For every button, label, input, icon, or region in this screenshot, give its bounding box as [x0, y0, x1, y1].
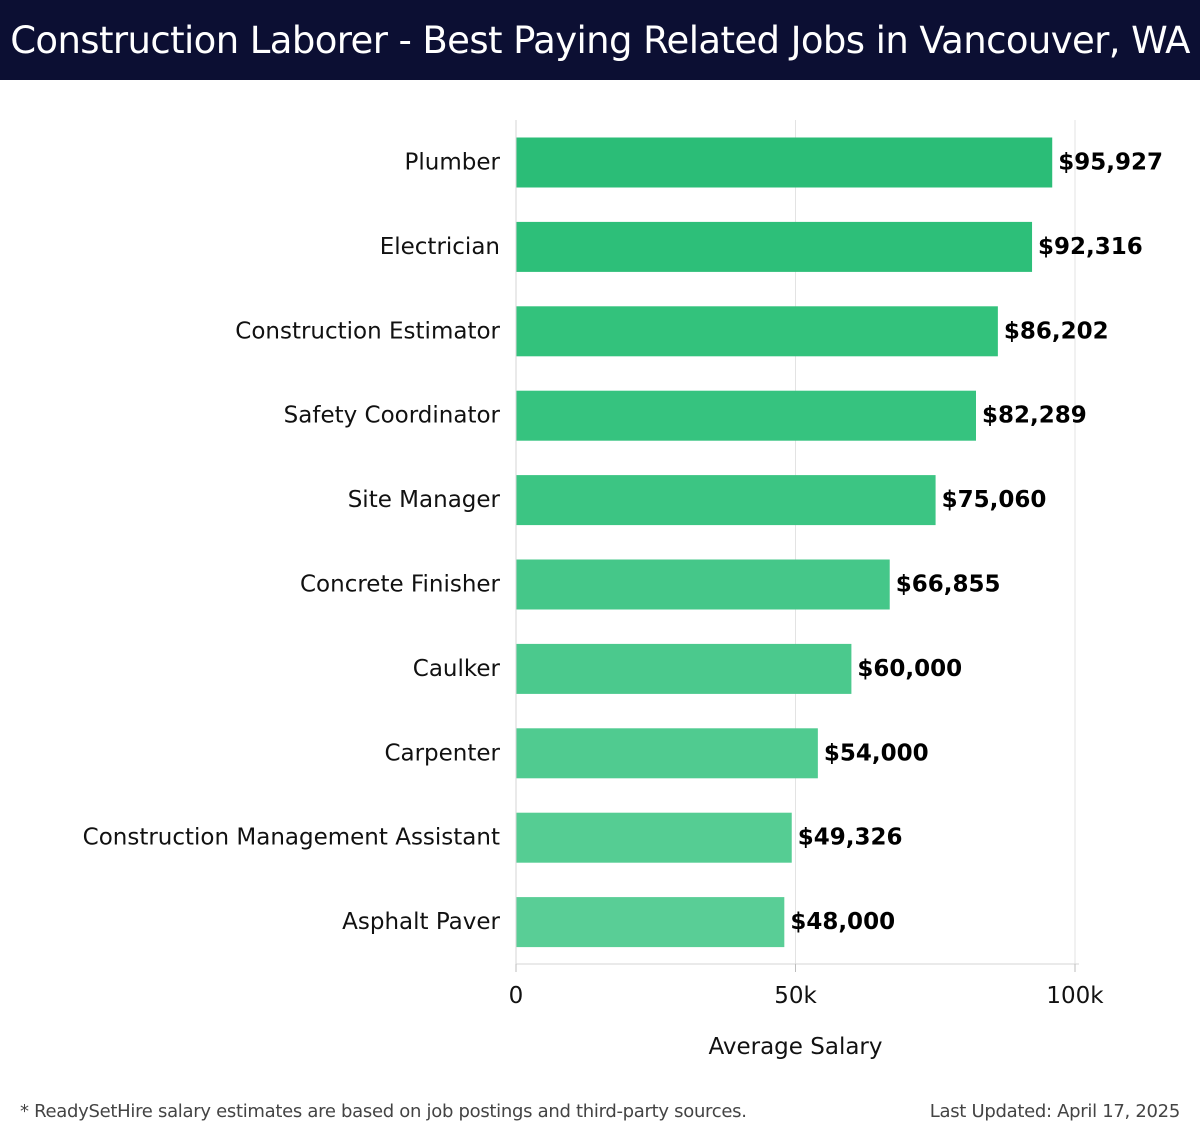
bar: [516, 728, 818, 779]
value-label: $95,927: [1058, 150, 1163, 176]
bar: [516, 390, 976, 441]
footer-note: * ReadySetHire salary estimates are base…: [20, 1101, 747, 1122]
last-updated: Last Updated: April 17, 2025: [929, 1101, 1181, 1122]
value-label: $49,326: [798, 825, 903, 851]
category-label: Electrician: [380, 234, 500, 260]
value-label: $75,060: [942, 487, 1047, 513]
bar: [516, 475, 936, 526]
category-label: Safety Coordinator: [284, 403, 501, 429]
x-axis-title: Average Salary: [708, 1034, 882, 1060]
category-label: Concrete Finisher: [300, 572, 501, 598]
value-label: $60,000: [857, 656, 962, 682]
bar: [516, 897, 785, 948]
category-label: Caulker: [413, 656, 501, 682]
x-tick-label: 100k: [1046, 983, 1104, 1009]
bar: [516, 306, 998, 357]
value-label: $66,855: [896, 572, 1001, 598]
category-label: Carpenter: [384, 740, 500, 766]
category-label: Asphalt Paver: [342, 909, 500, 935]
value-label: $48,000: [790, 909, 895, 935]
value-label: $54,000: [824, 740, 929, 766]
chart-header: Construction Laborer - Best Paying Relat…: [0, 0, 1200, 80]
x-tick-label: 0: [509, 983, 524, 1009]
value-label: $86,202: [1004, 318, 1109, 344]
bar: [516, 559, 890, 610]
category-label: Plumber: [405, 150, 501, 176]
bar: [516, 643, 852, 694]
bar: [516, 137, 1053, 188]
bar-chart: Plumber $95,927 Electrician $92,316 Construc…: [83, 120, 1163, 1060]
value-label: $82,289: [982, 403, 1087, 429]
category-label: Construction Estimator: [235, 318, 500, 344]
bar: [516, 812, 792, 863]
category-label: Construction Management Assistant: [83, 825, 500, 851]
category-label: Site Manager: [348, 487, 501, 513]
x-tick-label: 50k: [774, 983, 817, 1009]
bar: [516, 221, 1033, 272]
chart-title: Construction Laborer - Best Paying Relat…: [10, 18, 1190, 62]
value-label: $92,316: [1038, 234, 1143, 260]
